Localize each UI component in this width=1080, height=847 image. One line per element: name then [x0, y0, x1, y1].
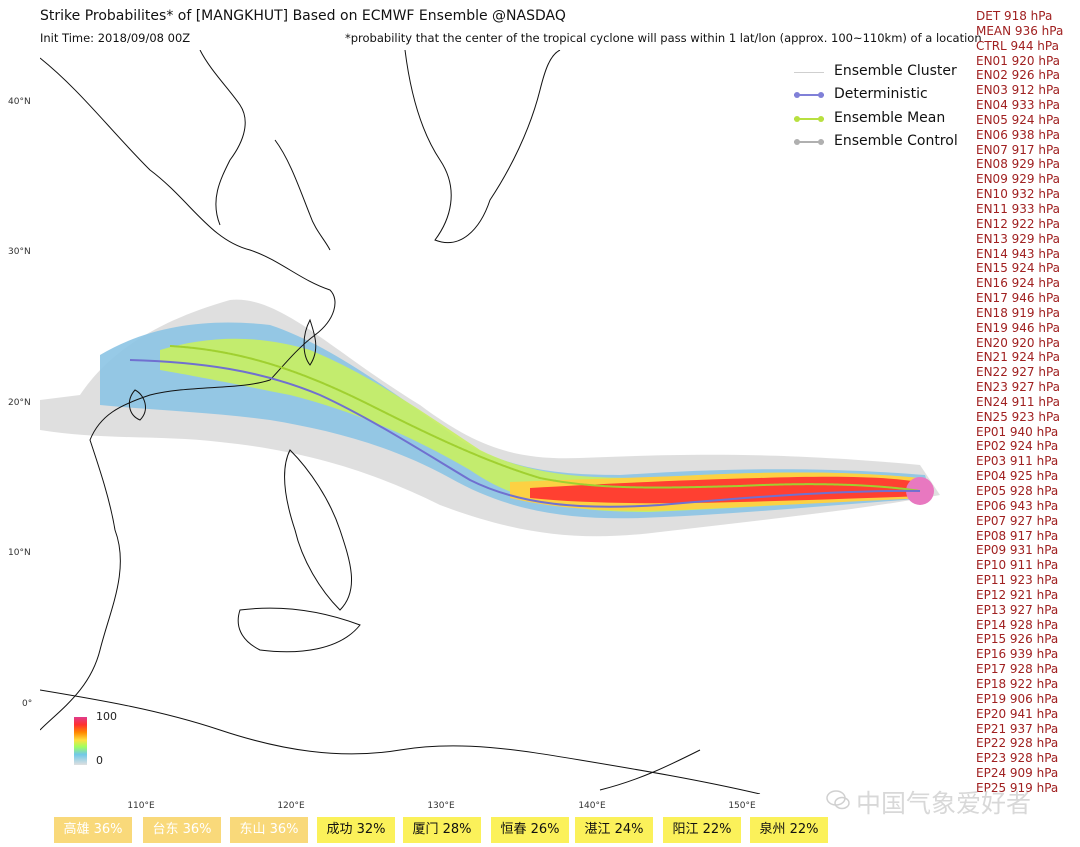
probability-colorbar — [74, 717, 87, 765]
member-pressure-item: EN23 927 hPa — [976, 380, 1061, 395]
member-pressure-item: EN14 943 hPa — [976, 246, 1061, 261]
lat-label-30n: 30°N — [8, 247, 31, 257]
member-pressure-item: EN25 923 hPa — [976, 409, 1061, 424]
member-pressure-item: EN18 919 hPa — [976, 305, 1061, 320]
member-pressure-item: EP07 927 hPa — [976, 513, 1059, 528]
lon-label-110e: 110°E — [127, 801, 155, 811]
legend-label: Deterministic — [834, 86, 928, 103]
ensemble-mean-track — [169, 345, 921, 492]
lon-label-150e: 150°E — [728, 801, 756, 811]
member-pressure-item: EP06 943 hPa — [976, 498, 1059, 513]
member-pressure-item: EN09 929 hPa — [976, 172, 1061, 187]
member-pressure-item: EP19 906 hPa — [976, 691, 1059, 706]
member-pressure-item: EP21 937 hPa — [976, 721, 1059, 736]
legend-label: Ensemble Cluster — [834, 63, 957, 79]
member-pressure-item: EN01 920 hPa — [976, 53, 1061, 68]
member-pressure-item: EP23 928 hPa — [976, 751, 1059, 766]
member-pressure-item: EP05 928 hPa — [976, 484, 1059, 498]
member-pressure-item: EP20 941 hPa — [976, 706, 1059, 721]
city-probability-badge: 台东 36% — [143, 817, 221, 843]
member-pressure-item: EN15 924 hPa — [976, 261, 1061, 276]
member-pressure-item: EN13 929 hPa — [976, 231, 1061, 246]
member-pressure-item: EN21 924 hPa — [976, 350, 1061, 365]
member-pressure-item: EN10 932 hPa — [976, 187, 1061, 202]
city-probability-badge: 泉州 22% — [750, 817, 828, 843]
member-pressure-item: EN17 946 hPa — [976, 291, 1061, 306]
city-probability-badge: 阳江 22% — [663, 817, 741, 843]
member-pressure-item: EP03 911 hPa — [976, 454, 1059, 469]
member-pressure-item: EN03 912 hPa — [976, 83, 1061, 98]
member-pressure-item: EN16 924 hPa — [976, 276, 1061, 291]
member-pressure-item: CTRL 944 hPa — [976, 38, 1059, 53]
member-pressure-item: EP02 924 hPa — [976, 439, 1059, 454]
lat-label-40n: 40°N — [8, 97, 31, 107]
member-pressure-item: EP12 921 hPa — [976, 587, 1059, 602]
chart-title: Strike Probabilites* of [MANGKHUT] Based… — [40, 8, 566, 24]
deterministic-track — [129, 359, 921, 508]
city-probability-badge: 成功 32% — [317, 817, 395, 843]
member-pressure-item: EN11 933 hPa — [976, 201, 1061, 216]
colorbar-min-label: 0 — [96, 754, 103, 767]
member-pressure-item: MEAN 936 hPa — [976, 23, 1064, 38]
wechat-icon — [826, 790, 850, 810]
member-pressure-item: DET 918 hPa — [976, 9, 1053, 23]
member-pressure-item: EP24 909 hPa — [976, 766, 1059, 781]
city-probability-badge: 东山 36% — [230, 817, 308, 843]
member-pressure-item: EP04 925 hPa — [976, 469, 1059, 484]
ensemble-control-swatch — [794, 138, 824, 145]
member-pressure-item: EP16 939 hPa — [976, 647, 1059, 662]
city-probability-badge: 湛江 24% — [575, 817, 653, 843]
probability-footnote: *probability that the center of the trop… — [345, 31, 982, 45]
ensemble-mean-swatch — [794, 115, 824, 122]
member-pressure-item: EN19 946 hPa — [976, 320, 1061, 335]
lon-label-130e: 130°E — [427, 801, 455, 811]
lon-label-140e: 140°E — [578, 801, 606, 811]
member-pressure-item: EN07 917 hPa — [976, 142, 1061, 157]
member-pressure-list: DET 918 hPa MEAN 936 hPa CTRL 944 hPa EN01 … — [976, 9, 1076, 796]
init-time: Init Time: 2018/09/08 00Z — [40, 31, 191, 45]
city-probability-badge: 厦门 28% — [403, 817, 481, 843]
lat-label-10n: 10°N — [8, 548, 31, 558]
lat-label-20n: 20°N — [8, 398, 31, 408]
member-pressure-item: EP14 928 hPa — [976, 617, 1059, 632]
legend-label: Ensemble Mean — [834, 109, 946, 126]
member-pressure-item: EN06 938 hPa — [976, 127, 1061, 142]
member-pressure-item: EP08 917 hPa — [976, 528, 1059, 543]
watermark-text: 中国气象爱好者 — [856, 789, 1032, 818]
member-pressure-item: EN02 926 hPa — [976, 68, 1061, 83]
member-pressure-item: EN05 924 hPa — [976, 112, 1061, 127]
map-canvas — [40, 50, 940, 794]
member-pressure-item: EP18 922 hPa — [976, 676, 1059, 691]
member-pressure-item: EP01 940 hPa — [976, 424, 1059, 439]
member-pressure-item: EP11 923 hPa — [976, 573, 1059, 588]
coastlines — [40, 50, 761, 794]
lon-label-120e: 120°E — [277, 801, 305, 811]
probability-band-mid — [160, 338, 928, 512]
member-pressure-item: EP15 926 hPa — [976, 632, 1059, 647]
member-pressure-item: EN12 922 hPa — [976, 216, 1061, 231]
deterministic-swatch — [794, 92, 824, 99]
colorbar-max-label: 100 — [96, 710, 117, 723]
member-pressure-item: EP22 928 hPa — [976, 736, 1059, 751]
city-probability-badge: 恒春 26% — [491, 817, 569, 843]
member-pressure-item: EN08 929 hPa — [976, 157, 1061, 172]
member-pressure-item: EP09 931 hPa — [976, 543, 1059, 558]
member-pressure-item: EN22 927 hPa — [976, 365, 1061, 380]
member-pressure-item: EP17 928 hPa — [976, 662, 1059, 677]
member-pressure-item: EN04 933 hPa — [976, 98, 1061, 113]
legend-label: Ensemble Control — [834, 132, 958, 149]
ensemble-cluster-swatch — [794, 72, 824, 73]
member-pressure-item: EP10 911 hPa — [976, 558, 1059, 573]
lat-label-0: 0° — [22, 699, 33, 709]
member-pressure-item: EN24 911 hPa — [976, 394, 1061, 409]
city-probability-badge: 高雄 36% — [54, 817, 132, 843]
member-pressure-item: EP13 927 hPa — [976, 602, 1059, 617]
member-pressure-item: EN20 920 hPa — [976, 335, 1061, 350]
member-pressure-item: EP25 919 hPa — [976, 780, 1059, 795]
